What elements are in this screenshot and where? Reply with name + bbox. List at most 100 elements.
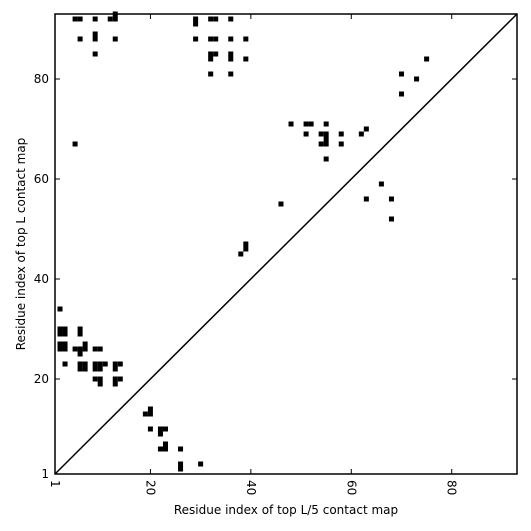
contact-cell [318, 141, 324, 147]
contact-cell [363, 126, 369, 132]
contact-cells [57, 11, 430, 472]
contact-cell [228, 56, 234, 62]
contact-cell [97, 361, 103, 367]
contact-cell [157, 426, 163, 432]
contact-cell [323, 156, 329, 162]
contact-cell [62, 346, 68, 352]
contact-cell [243, 56, 249, 62]
contact-cell [318, 131, 324, 137]
contact-cell [92, 51, 98, 57]
contact-cell [208, 16, 214, 22]
x-tick-label: 40 [244, 480, 258, 495]
contact-cell [193, 21, 199, 27]
contact-cell [228, 71, 234, 77]
contact-cell [112, 16, 118, 22]
x-tick-label: 1 [48, 480, 62, 488]
contact-cell [117, 361, 123, 367]
contact-cell [323, 131, 329, 137]
contact-cell [57, 331, 63, 337]
contact-cell [57, 346, 63, 352]
y-tick-label: 60 [34, 172, 49, 186]
contact-cell [424, 56, 430, 62]
y-tick-label: 20 [34, 372, 49, 386]
contact-cell [92, 36, 98, 42]
contact-cell [228, 36, 234, 42]
contact-cell [72, 141, 78, 147]
y-tick-label: 80 [34, 72, 49, 86]
contact-cell [77, 346, 83, 352]
contact-cell [62, 341, 68, 347]
contact-cell [77, 16, 83, 22]
diagonal-line [54, 13, 518, 475]
y-tick-label: 40 [34, 272, 49, 286]
axis-ticks: 1 20 40 60 80 1 20 40 60 80 [34, 14, 517, 495]
contact-cell [62, 326, 68, 332]
x-axis-label: Residue index of top L/5 contact map [174, 503, 398, 517]
contact-cell [147, 426, 153, 432]
contact-cell [198, 461, 204, 467]
contact-cell [112, 36, 118, 42]
contact-cell [97, 366, 103, 372]
contact-cell [92, 366, 98, 372]
x-tick-label: 80 [445, 480, 459, 495]
contact-cell [82, 361, 88, 367]
contact-cell [57, 326, 63, 332]
contact-cell [363, 196, 369, 202]
contact-cell [107, 16, 113, 22]
contact-cell [82, 341, 88, 347]
contact-cell [147, 406, 153, 412]
contact-cell [162, 426, 168, 432]
contact-cell [62, 361, 68, 367]
contact-cell [77, 36, 83, 42]
contact-cell [112, 381, 118, 387]
y-tick-label: 1 [41, 467, 49, 481]
contact-cell [162, 446, 168, 452]
contact-cell [77, 361, 83, 367]
contact-cell [323, 136, 329, 142]
contact-cell [82, 346, 88, 352]
contact-cell [57, 341, 63, 347]
contact-cell [62, 331, 68, 337]
contact-cell [228, 51, 234, 57]
contact-cell [178, 461, 184, 467]
plot-frame [54, 13, 518, 475]
contact-cell [102, 361, 108, 367]
contact-cell [178, 466, 184, 472]
contact-cell [112, 361, 118, 367]
contact-cell [243, 246, 249, 252]
contact-cell [208, 51, 214, 57]
contact-cell [117, 376, 123, 382]
contact-cell [323, 141, 329, 147]
contact-cell [213, 16, 219, 22]
contact-cell [243, 241, 249, 247]
contact-cell [378, 181, 384, 187]
contact-cell [303, 131, 309, 137]
contact-cell [97, 376, 103, 382]
contact-cell [112, 366, 118, 372]
contact-cell [92, 376, 98, 382]
contact-cell [77, 366, 83, 372]
contact-cell [388, 196, 394, 202]
contact-cell [208, 36, 214, 42]
contact-cell [338, 141, 344, 147]
contact-cell [112, 376, 118, 382]
contact-cell [323, 121, 329, 127]
contact-cell [162, 441, 168, 447]
contact-cell [193, 36, 199, 42]
contact-cell [208, 71, 214, 77]
contact-cell [92, 346, 98, 352]
contact-cell [303, 121, 309, 127]
contact-cell [92, 16, 98, 22]
contact-cell [82, 366, 88, 372]
contact-cell [228, 16, 234, 22]
contact-cell [358, 131, 364, 137]
contact-cell [243, 36, 249, 42]
contact-cell [157, 431, 163, 437]
x-tick-label: 60 [344, 480, 358, 495]
contact-cell [142, 411, 148, 417]
contact-cell [398, 71, 405, 77]
contact-cell [97, 346, 103, 352]
contact-cell [92, 361, 98, 367]
contact-cell [308, 121, 314, 127]
